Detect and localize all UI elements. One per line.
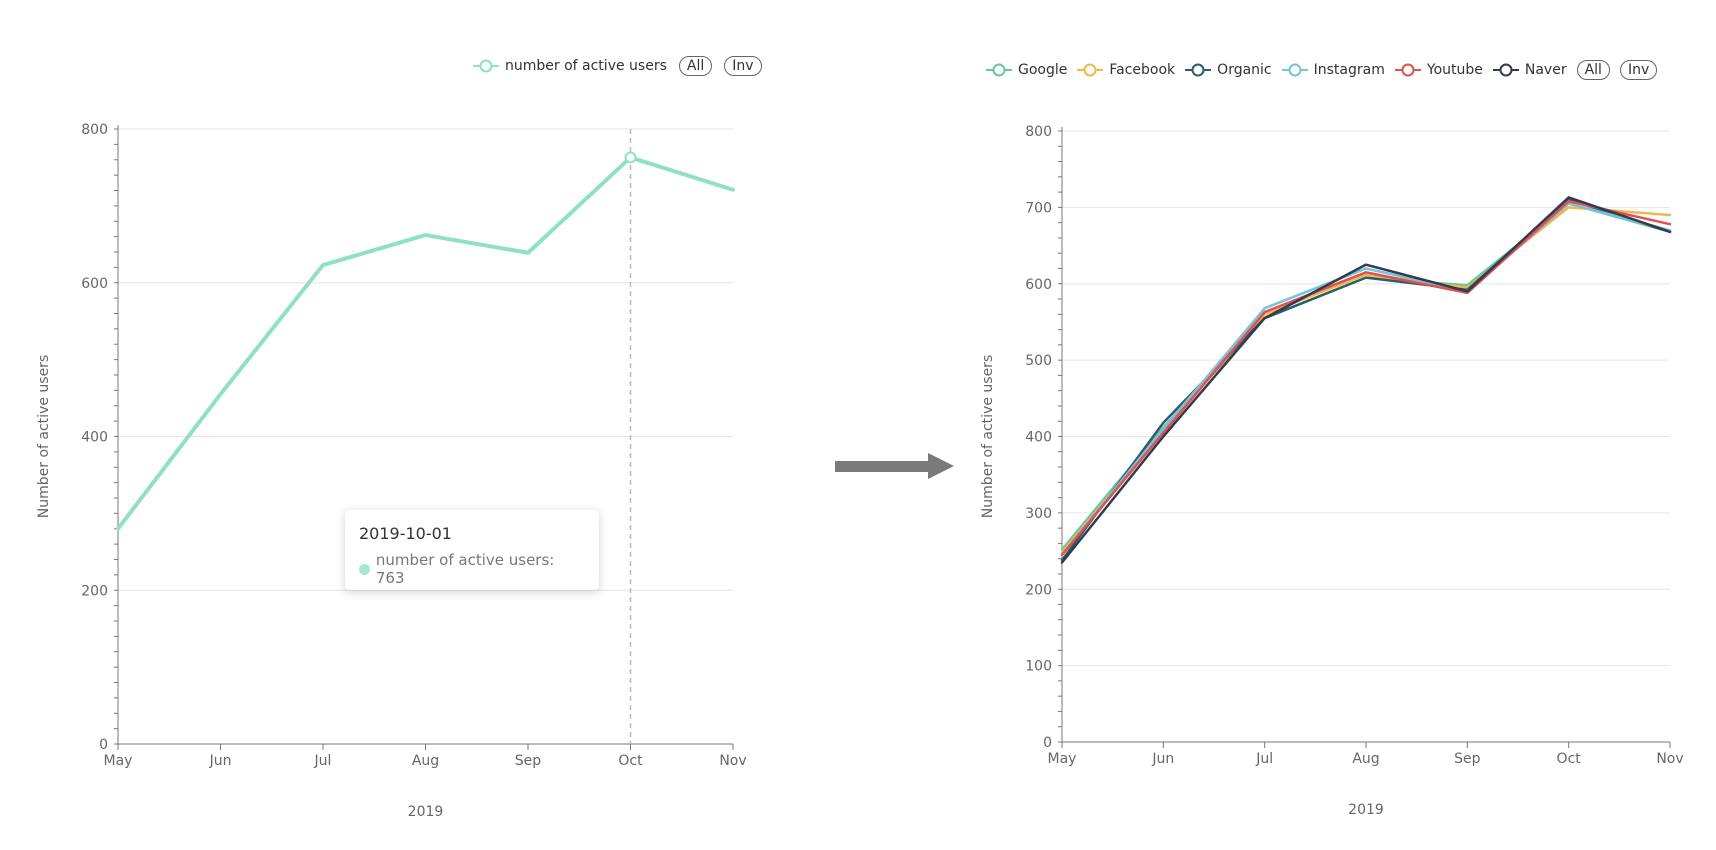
c0-x-tick-label: Jul <box>314 753 332 769</box>
c0-y-tick-label: 200 <box>81 583 108 599</box>
legend-label: Google <box>1018 62 1067 78</box>
c1-series-line-google <box>1062 204 1670 550</box>
c0-x-tick-label: Sep <box>515 753 542 769</box>
legend-label: Naver <box>1525 62 1567 78</box>
legend-marker-icon <box>1395 63 1421 77</box>
arrow-shaft <box>835 461 932 472</box>
tooltip-row: number of active users: 763 <box>359 551 585 587</box>
legend-left: number of active users All Inv <box>473 56 762 76</box>
arrow-head-icon <box>928 453 954 479</box>
legend-label: Facebook <box>1109 62 1175 78</box>
c1-x-tick-label: Jul <box>1255 751 1273 767</box>
c1-x-tick-label: Oct <box>1557 751 1582 767</box>
c1-y-tick-label: 400 <box>1025 430 1052 446</box>
legend-marker-icon <box>1282 63 1308 77</box>
c1-x-tick-label: Aug <box>1352 751 1379 767</box>
legend-item-naver[interactable]: Naver <box>1493 62 1567 78</box>
tooltip-value: number of active users: 763 <box>376 551 585 587</box>
tooltip-date: 2019-10-01 <box>359 524 585 543</box>
c1-series-line-youtube <box>1062 201 1670 555</box>
legend-marker-icon <box>1077 63 1103 77</box>
c0-point-number-of-active-users <box>626 152 636 162</box>
c1-y-axis-title: Number of active users <box>980 355 996 518</box>
legend-inv-button[interactable]: Inv <box>724 56 761 76</box>
legend-marker-icon <box>473 59 499 73</box>
legend-label: number of active users <box>505 58 667 74</box>
legend-marker-icon <box>986 63 1012 77</box>
c1-series-line-instagram <box>1062 204 1670 555</box>
c1-y-tick-label: 200 <box>1025 582 1052 598</box>
c1-x-tick-label: Jun <box>1151 751 1174 767</box>
legend-item-youtube[interactable]: Youtube <box>1395 62 1483 78</box>
c1-y-tick-label: 700 <box>1025 200 1052 216</box>
c0-x-tick-label: Jun <box>209 753 232 769</box>
c0-y-tick-label: 0 <box>99 737 108 753</box>
c0-x-tick-label: May <box>104 753 133 769</box>
legend-item-active-users[interactable]: number of active users <box>473 58 667 74</box>
legend-inv-button[interactable]: Inv <box>1620 60 1657 80</box>
legend-item-instagram[interactable]: Instagram <box>1282 62 1385 78</box>
c1-x-tick-label: Sep <box>1454 751 1481 767</box>
c1-y-tick-label: 0 <box>1043 735 1052 751</box>
legend-item-google[interactable]: Google <box>986 62 1067 78</box>
c1-y-tick-label: 600 <box>1025 277 1052 293</box>
c0-x-axis-title: 2019 <box>408 804 444 820</box>
legend-marker-icon <box>1493 63 1519 77</box>
c1-y-tick-label: 100 <box>1025 659 1052 675</box>
c1-x-tick-label: Nov <box>1656 751 1683 767</box>
legend-label: Instagram <box>1314 62 1385 78</box>
c1-x-axis-title: 2019 <box>1348 802 1384 818</box>
legend-label: Youtube <box>1427 62 1483 78</box>
tooltip-dot-icon <box>359 564 370 575</box>
legend-all-button[interactable]: All <box>1577 60 1610 80</box>
c1-y-tick-label: 300 <box>1025 506 1052 522</box>
legend-right: Google Facebook Organic Instagram Youtube Nav… <box>986 60 1657 80</box>
legend-label: Organic <box>1217 62 1271 78</box>
c1-y-tick-label: 800 <box>1025 124 1052 140</box>
c1-x-tick-label: May <box>1048 751 1077 767</box>
c1-series-line-organic <box>1062 200 1670 560</box>
c1-y-tick-label: 500 <box>1025 353 1052 369</box>
c1-series-line-naver <box>1062 197 1670 562</box>
legend-item-organic[interactable]: Organic <box>1185 62 1271 78</box>
c0-x-tick-label: Aug <box>412 753 439 769</box>
legend-marker-icon <box>1185 63 1211 77</box>
c0-y-axis-title: Number of active users <box>36 355 52 518</box>
c0-y-tick-label: 800 <box>81 122 108 138</box>
c1-series-line-facebook <box>1062 207 1670 552</box>
c0-y-tick-label: 600 <box>81 276 108 292</box>
c0-x-tick-label: Oct <box>618 753 643 769</box>
c0-y-tick-label: 400 <box>81 430 108 446</box>
legend-item-facebook[interactable]: Facebook <box>1077 62 1175 78</box>
tooltip: 2019-10-01 number of active users: 763 <box>345 510 599 590</box>
c0-x-tick-label: Nov <box>719 753 746 769</box>
c0-series-line-number-of-active-users <box>118 157 733 528</box>
legend-all-button[interactable]: All <box>679 56 712 76</box>
